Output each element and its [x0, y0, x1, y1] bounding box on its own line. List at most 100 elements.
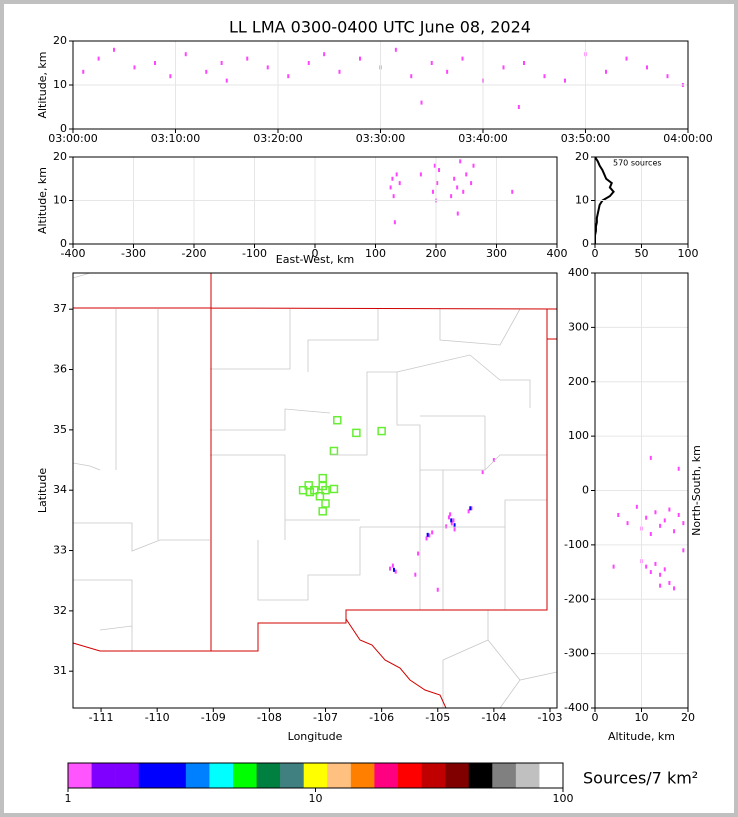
data-point — [666, 74, 669, 79]
x-tick-label: -110 — [145, 711, 170, 724]
data-point — [410, 74, 413, 79]
data-point — [205, 69, 208, 74]
data-point — [391, 563, 394, 568]
x-tick-label: 1 — [65, 792, 72, 805]
data-point — [663, 567, 666, 572]
y-tick-label: 0 — [60, 237, 67, 250]
data-point — [649, 455, 652, 460]
data-point — [321, 499, 330, 508]
data-point — [481, 470, 484, 475]
data-point — [677, 512, 680, 517]
x-tick-label: 03:10:00 — [151, 132, 200, 145]
data-point — [389, 185, 392, 190]
x-tick-label: -109 — [201, 711, 226, 724]
x-tick-label: 400 — [547, 247, 568, 260]
data-point — [352, 428, 361, 438]
data-point — [428, 533, 431, 538]
data-point — [605, 69, 607, 74]
data-point — [430, 61, 433, 65]
data-point — [169, 74, 172, 79]
colorbar-segment — [115, 763, 140, 788]
y-tick-label: -100 — [564, 538, 589, 551]
data-point — [668, 580, 671, 585]
x-tick-label: -111 — [89, 711, 114, 724]
data-point — [266, 65, 269, 70]
data-point — [452, 518, 455, 523]
y-tick-label: 20 — [53, 150, 67, 163]
y-axis-label: Latitude — [36, 468, 49, 514]
data-point — [682, 521, 685, 526]
data-point — [333, 415, 342, 425]
data-point — [392, 567, 395, 572]
data-point — [417, 551, 420, 556]
data-point — [392, 194, 395, 199]
x-tick-label: 50 — [635, 247, 649, 260]
colorbar-segment — [303, 763, 328, 788]
data-point — [391, 176, 394, 181]
data-point — [646, 65, 648, 70]
data-point — [395, 172, 398, 177]
x-tick-label: 0 — [312, 247, 319, 260]
data-point — [462, 189, 465, 194]
x-tick-label: 200 — [426, 247, 447, 260]
data-point — [453, 527, 456, 532]
y-tick-label: 32 — [53, 604, 67, 617]
data-point — [184, 52, 187, 57]
colorbar-segment — [280, 763, 305, 788]
y-tick-label: 100 — [568, 429, 589, 442]
y-tick-label: 300 — [568, 320, 589, 333]
data-point — [677, 466, 680, 471]
data-point — [287, 74, 290, 79]
data-point — [492, 458, 495, 463]
x-tick-label: 04:00:00 — [663, 132, 712, 145]
data-point — [425, 536, 428, 541]
colorbar-segment — [138, 763, 163, 788]
y-tick-label: 10 — [53, 78, 67, 91]
y-tick-label: 31 — [53, 664, 67, 677]
data-point — [113, 47, 115, 52]
y-tick-label: -200 — [564, 592, 589, 605]
data-point — [673, 529, 676, 534]
data-point — [467, 509, 470, 514]
x-tick-label: -300 — [121, 247, 146, 260]
y-axis-label: Altitude, km — [36, 51, 49, 118]
data-point — [673, 586, 676, 591]
y-tick-label: 200 — [568, 375, 589, 388]
x-tick-label: -103 — [538, 711, 563, 724]
data-point — [564, 78, 566, 83]
colorbar-segment — [91, 763, 116, 788]
axes-frame — [72, 156, 558, 245]
y-tick-label: 400 — [568, 266, 589, 279]
colorbar-segment — [327, 763, 352, 788]
colorbar-segment — [256, 763, 281, 788]
y-tick-label: 0 — [582, 484, 589, 497]
plot-area — [298, 415, 495, 592]
data-point — [456, 211, 459, 216]
data-point — [431, 530, 434, 535]
data-point — [310, 485, 319, 495]
axes-frame — [594, 156, 689, 245]
y-tick-label: 20 — [575, 150, 589, 163]
data-point — [469, 506, 472, 511]
data-point — [246, 56, 249, 61]
colorbar-segment — [539, 763, 564, 788]
data-point — [659, 572, 662, 577]
data-point — [447, 515, 450, 520]
data-point — [433, 163, 436, 168]
colorbar-segment — [492, 763, 517, 788]
x-tick-label: 20 — [681, 711, 695, 724]
y-tick-label: 36 — [53, 363, 67, 376]
y-tick-label: 0 — [582, 237, 589, 250]
colorbar-label: Sources/7 km² — [583, 769, 698, 788]
data-point — [321, 485, 330, 495]
x-tick-label: -400 — [61, 247, 86, 260]
data-point — [459, 159, 462, 164]
y-tick-label: -400 — [564, 701, 589, 714]
colorbar-segment — [421, 763, 446, 788]
x-tick-label: -200 — [182, 247, 207, 260]
data-point — [649, 532, 652, 536]
x-tick-label: 03:50:00 — [561, 132, 610, 145]
data-point — [523, 61, 525, 65]
axes-frame — [72, 272, 558, 709]
